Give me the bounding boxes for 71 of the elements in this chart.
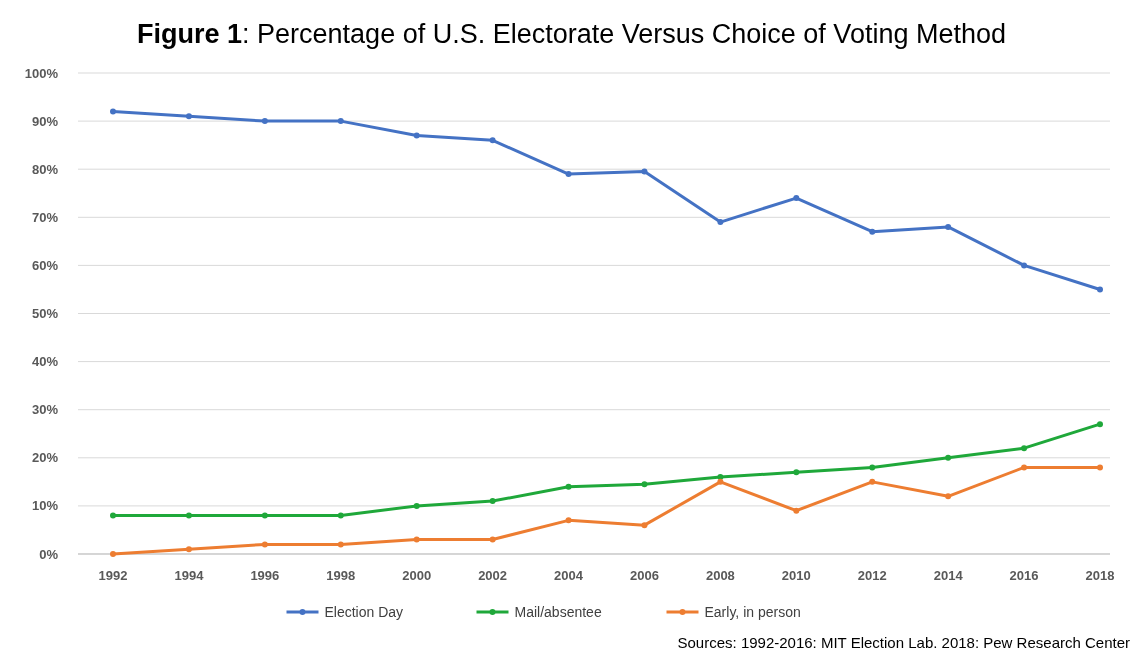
x-tick-label: 2010 — [781, 568, 811, 583]
point — [185, 113, 192, 120]
point — [641, 168, 648, 175]
y-tick-label: 40% — [31, 354, 59, 370]
point — [413, 132, 420, 139]
legend-label: Mail/absentee — [514, 603, 602, 620]
point — [945, 454, 952, 461]
y-tick-label: 60% — [31, 257, 59, 273]
x-tick-label: 2002 — [478, 568, 508, 583]
x-tick-label: 2006 — [630, 568, 659, 583]
x-tick-label: 2018 — [1085, 568, 1115, 583]
point — [869, 228, 876, 235]
point — [413, 502, 420, 509]
x-tick-label: 2014 — [933, 568, 964, 583]
y-tick-label: 50% — [31, 306, 59, 322]
point — [1021, 445, 1028, 452]
point — [945, 493, 952, 500]
legend-label: Election Day — [324, 603, 404, 620]
point — [110, 108, 116, 115]
point — [1097, 464, 1103, 471]
x-tick-label: 1992 — [98, 568, 128, 583]
x-tick-label: 2016 — [1009, 568, 1039, 583]
source-note: Sources: 1992-2016: MIT Election Lab. 2018: Pew Research Center — [677, 634, 1130, 651]
y-tick-label: 100% — [24, 65, 59, 81]
x-tick-label: 2008 — [705, 568, 735, 583]
x-tick-label: 2000 — [402, 568, 432, 583]
y-tick-label: 80% — [31, 161, 59, 177]
x-tick-label: 1998 — [326, 568, 356, 583]
point — [110, 512, 116, 519]
point — [1021, 464, 1028, 471]
legend-label: Early, in person — [704, 603, 801, 620]
point — [1097, 286, 1103, 293]
y-tick-label: 0% — [39, 546, 59, 562]
point — [413, 536, 420, 543]
point — [489, 536, 496, 543]
point — [337, 118, 344, 125]
point — [1021, 262, 1028, 269]
x-tick-label: 2012 — [857, 568, 887, 583]
point — [110, 551, 116, 557]
x-tick-label: 1996 — [250, 568, 280, 583]
y-tick-label: 30% — [31, 402, 59, 418]
point — [717, 478, 724, 485]
point — [565, 483, 572, 490]
y-tick-label: 90% — [31, 113, 59, 129]
y-tick-label: 70% — [31, 209, 59, 225]
y-tick-label: 10% — [31, 498, 59, 514]
point — [869, 464, 876, 471]
y-tick-label: 20% — [31, 450, 59, 466]
point — [489, 498, 496, 505]
point — [261, 541, 268, 548]
point — [793, 469, 800, 476]
point — [945, 223, 952, 230]
point — [793, 507, 800, 514]
x-tick-label: 1994 — [174, 568, 205, 583]
point — [641, 522, 648, 529]
point — [1097, 421, 1103, 428]
point — [565, 171, 572, 178]
point — [261, 512, 268, 519]
point — [565, 517, 572, 524]
point — [793, 195, 800, 202]
chart-title: Figure 1: Percentage of U.S. Electorate Versus Choice of Voting Method — [137, 19, 1006, 49]
point — [261, 118, 268, 125]
point — [869, 478, 876, 485]
point — [337, 512, 344, 519]
point — [185, 546, 192, 553]
point — [489, 137, 496, 144]
point — [337, 541, 344, 548]
point — [185, 512, 192, 519]
point — [641, 481, 648, 488]
point — [717, 219, 724, 226]
x-tick-label: 2004 — [554, 568, 584, 583]
